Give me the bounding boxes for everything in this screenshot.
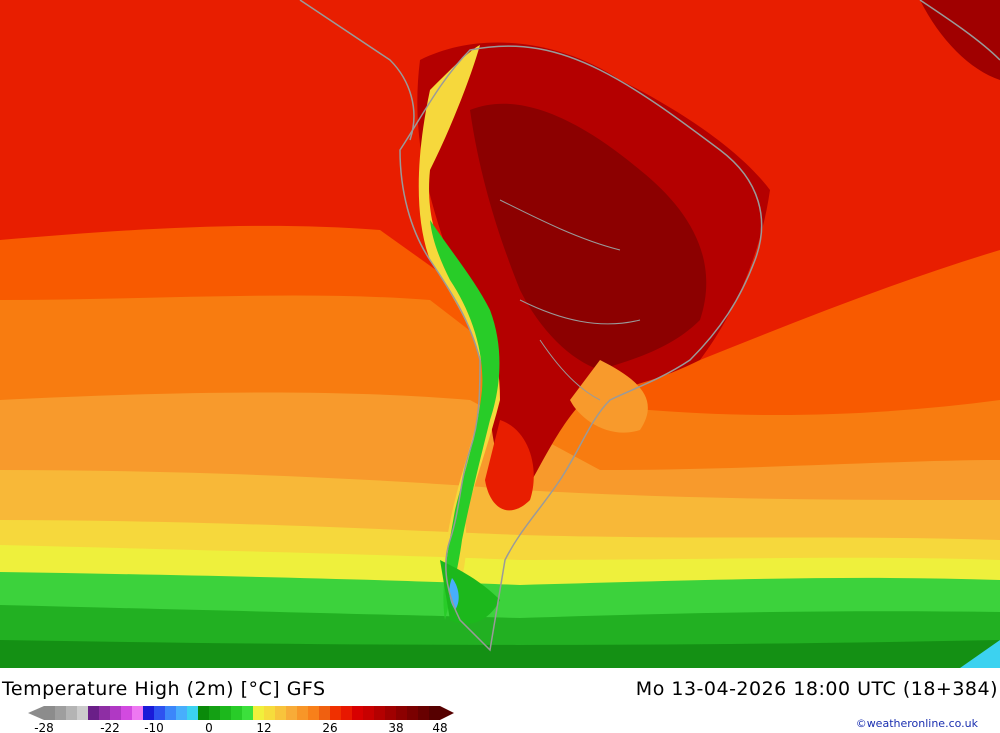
legend-swatch xyxy=(99,706,110,720)
legend-swatch xyxy=(253,706,264,720)
legend-tick-label: -10 xyxy=(144,721,164,733)
legend-swatch xyxy=(176,706,187,720)
legend-tick-label: 12 xyxy=(256,721,271,733)
legend-swatch xyxy=(110,706,121,720)
legend-swatch xyxy=(154,706,165,720)
legend-swatch xyxy=(275,706,286,720)
legend-swatch xyxy=(242,706,253,720)
temperature-map xyxy=(0,0,1000,668)
legend-arrow-high xyxy=(440,706,454,720)
legend-tick-label: 38 xyxy=(388,721,403,733)
legend-swatch xyxy=(77,706,88,720)
legend-swatch xyxy=(198,706,209,720)
legend-swatch xyxy=(396,706,407,720)
legend-swatch xyxy=(231,706,242,720)
legend-swatch xyxy=(429,706,440,720)
legend-tick-label: -22 xyxy=(100,721,120,733)
color-legend: -28 -22 -10 0 12 26 38 48 xyxy=(28,706,454,733)
credit-link[interactable]: ©weatheronline.co.uk xyxy=(855,717,978,730)
legend-swatch xyxy=(264,706,275,720)
run-info: Mo 13-04-2026 18:00 UTC (18+384) xyxy=(635,678,998,700)
legend-swatch xyxy=(132,706,143,720)
legend-swatch xyxy=(374,706,385,720)
legend-swatch xyxy=(363,706,374,720)
legend-swatch xyxy=(209,706,220,720)
legend-swatch xyxy=(66,706,77,720)
legend-tick-label: 48 xyxy=(432,721,447,733)
legend-swatch xyxy=(121,706,132,720)
legend-swatch xyxy=(44,706,55,720)
legend-arrow-low xyxy=(28,706,44,720)
legend-swatch xyxy=(308,706,319,720)
legend-swatch xyxy=(165,706,176,720)
legend-swatch xyxy=(352,706,363,720)
legend-swatch xyxy=(220,706,231,720)
legend-swatch xyxy=(341,706,352,720)
legend-swatch xyxy=(418,706,429,720)
legend-swatch xyxy=(88,706,99,720)
map-title: Temperature High (2m) [°C] GFS xyxy=(2,678,326,700)
legend-swatch xyxy=(143,706,154,720)
map-footer: Temperature High (2m) [°C] GFS Mo 13-04-… xyxy=(0,668,1000,733)
legend-swatch xyxy=(187,706,198,720)
legend-swatch xyxy=(55,706,66,720)
legend-swatch xyxy=(297,706,308,720)
legend-swatch xyxy=(319,706,330,720)
legend-swatch xyxy=(385,706,396,720)
legend-swatch xyxy=(330,706,341,720)
legend-tick-label: 26 xyxy=(322,721,337,733)
legend-tick-label: -28 xyxy=(34,721,54,733)
legend-swatch xyxy=(286,706,297,720)
legend-swatch xyxy=(407,706,418,720)
legend-tick-label: 0 xyxy=(205,721,213,733)
